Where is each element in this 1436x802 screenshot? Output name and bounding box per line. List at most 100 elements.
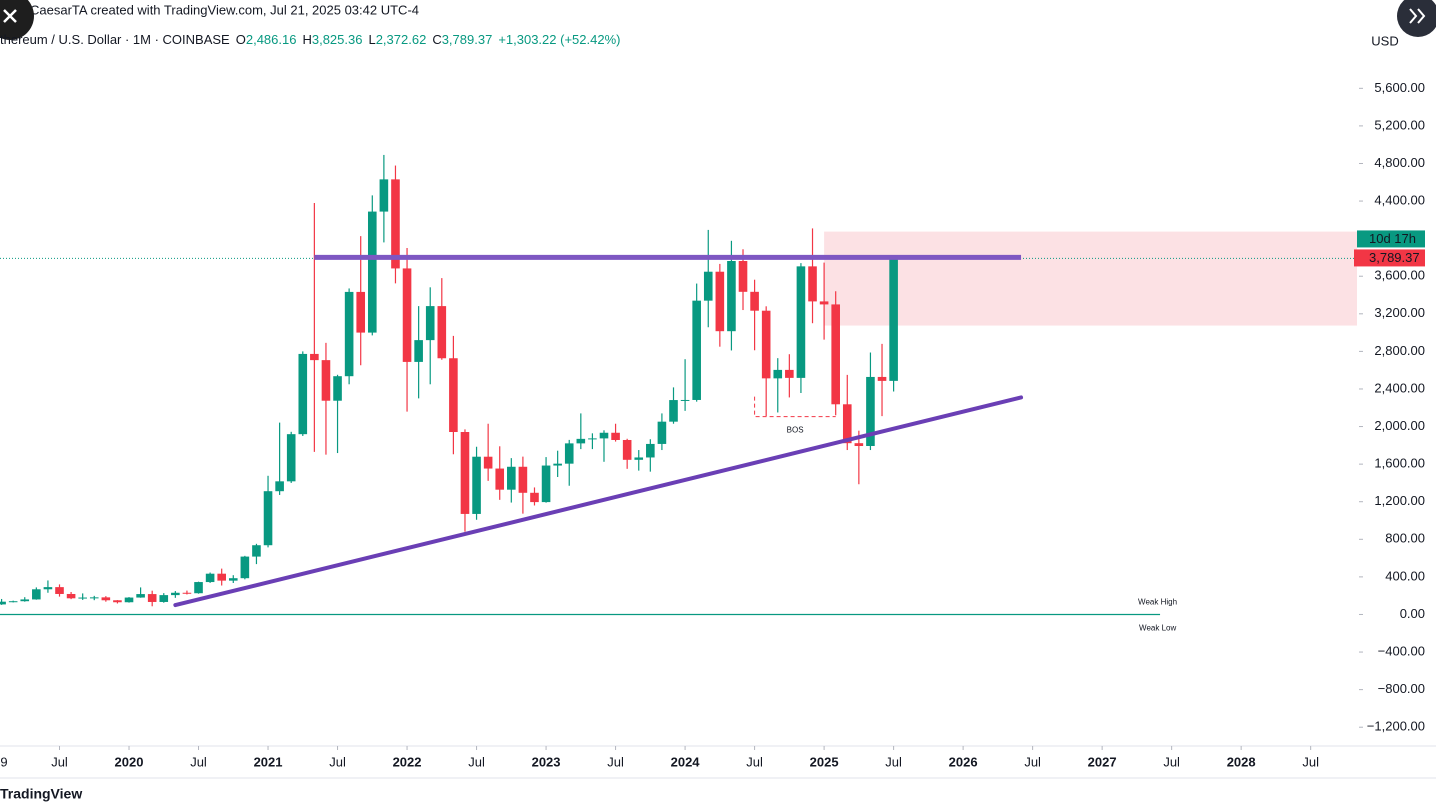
y-tick-label: 5,600.00	[1374, 80, 1425, 95]
y-tick-label: 4,800.00	[1374, 155, 1425, 170]
candle-body	[43, 587, 53, 590]
candle-body	[622, 439, 632, 460]
ohlc-key: C	[432, 32, 441, 47]
y-tick-label: 5,200.00	[1374, 117, 1425, 132]
candle-body	[228, 578, 238, 581]
y-tick-label: 3,200.00	[1374, 305, 1425, 320]
candle-body	[576, 438, 586, 444]
y-tick-label: 2,400.00	[1374, 380, 1425, 395]
ohlc-key: H	[302, 32, 311, 47]
candle-body	[194, 582, 203, 594]
overlay-layer: BOS	[173, 254, 1024, 608]
candle-body	[669, 400, 678, 422]
candle-body	[20, 599, 30, 602]
x-tick-label: Jul	[746, 754, 763, 769]
candle-body	[738, 261, 748, 292]
ohlc-key: O	[236, 32, 246, 47]
candle-body	[414, 340, 423, 362]
supply-zone	[824, 231, 1357, 326]
y-tick-label: 2,000.00	[1374, 418, 1425, 433]
candle-body	[657, 421, 667, 444]
candle-body	[785, 369, 794, 378]
candle-body	[310, 353, 319, 361]
candle-body	[680, 399, 690, 401]
brand: TradingView	[0, 786, 82, 802]
candle-body	[703, 271, 713, 301]
candle-body	[113, 600, 122, 603]
x-tick-label: Jul	[1024, 754, 1041, 769]
x-tick-label: Jul	[1163, 754, 1180, 769]
candle-body	[391, 179, 400, 269]
currency: USD	[1371, 33, 1398, 48]
candle-body	[507, 466, 516, 490]
x-tick-label: 2026	[949, 754, 978, 769]
candle-body	[252, 545, 261, 557]
candle-body	[344, 291, 354, 377]
x-tick-label: 2024	[671, 754, 701, 769]
x-tick-label: Jul	[885, 754, 902, 769]
ohlc-value: 2,486.16	[246, 32, 297, 47]
candle-body	[379, 179, 389, 212]
trendline	[173, 395, 1024, 608]
y-tick-label: −1,200.00	[1367, 719, 1425, 734]
change: +1,303.22 (+52.42%)	[498, 32, 620, 47]
candle-body	[530, 492, 539, 503]
candle-body	[564, 443, 574, 464]
x-tick-label: 2022	[393, 754, 422, 769]
candle-body	[449, 358, 458, 433]
candle-body	[55, 587, 64, 594]
y-tick-label: 3,600.00	[1374, 268, 1425, 283]
close-button[interactable]	[0, 0, 34, 40]
y-tick-label: 0.00	[1400, 606, 1425, 621]
candle-body	[0, 601, 6, 605]
background-layer: Weak High Weak Low	[0, 231, 1357, 633]
weak-low: Weak Low	[1139, 624, 1176, 633]
candle-body	[889, 258, 898, 381]
candle-body	[727, 261, 736, 332]
x-tick-label: 2021	[254, 754, 283, 769]
countdown-box	[1357, 230, 1425, 248]
candle-body	[877, 376, 887, 381]
candles	[0, 154, 898, 607]
expand-button[interactable]	[1397, 0, 1436, 37]
y-tick-label: −400.00	[1378, 643, 1425, 658]
candle-body	[367, 211, 377, 333]
candle-body	[773, 369, 783, 379]
candle-body	[321, 360, 331, 401]
bos-label: BOS	[787, 426, 804, 435]
candle-body	[356, 291, 366, 333]
candle-body	[588, 438, 597, 440]
candle-body	[715, 271, 725, 332]
x-tick-label: 9	[0, 754, 7, 769]
candle-body	[66, 593, 76, 599]
ohlc-value: 3,825.36	[312, 32, 363, 47]
candle-body	[761, 310, 771, 379]
y-tick-label: 2,800.00	[1374, 343, 1425, 358]
close-icon	[3, 9, 17, 23]
candle-body	[124, 597, 134, 603]
x-tick-label: Jul	[468, 754, 485, 769]
x-tick-label: 2023	[532, 754, 561, 769]
y-tick-label: 800.00	[1385, 531, 1425, 546]
candle-body	[553, 463, 562, 466]
candle-body	[205, 573, 215, 583]
x-tick-label: Jul	[607, 754, 624, 769]
candle-body	[298, 353, 308, 435]
candle-body	[518, 466, 528, 493]
candle-body	[831, 304, 840, 405]
candle-body	[136, 594, 145, 598]
candle-body	[646, 443, 655, 458]
candle-body	[599, 432, 609, 439]
candle-body	[8, 601, 18, 603]
x-tick-label: 2020	[115, 754, 144, 769]
candle-body	[275, 481, 284, 492]
candle-body	[842, 404, 852, 444]
candle-body	[611, 432, 620, 440]
candle-body	[78, 597, 87, 599]
candle-body	[402, 268, 412, 362]
countdown: 10d 17h	[1369, 231, 1416, 246]
candle-body	[750, 291, 759, 311]
weak-high: Weak High	[1138, 598, 1177, 607]
x-tick-label: Jul	[190, 754, 207, 769]
